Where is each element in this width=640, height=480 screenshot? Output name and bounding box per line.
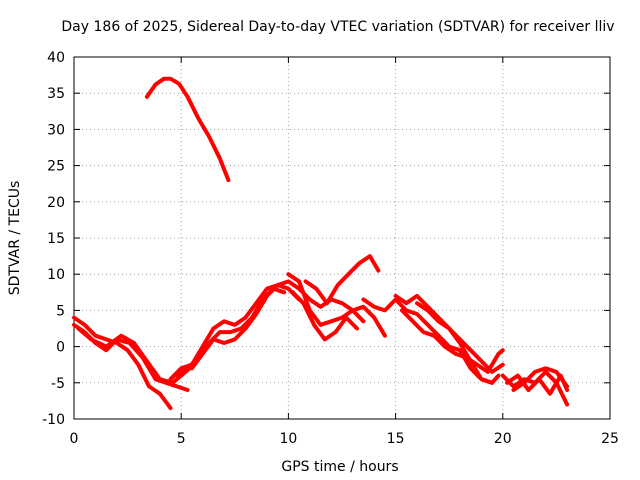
x-tick-label: 5	[177, 431, 186, 447]
y-tick-label: 30	[47, 122, 65, 138]
y-tick-label: 10	[47, 267, 65, 283]
y-tick-label: 35	[47, 86, 65, 102]
x-tick-label: 15	[387, 431, 405, 447]
series-line-sat-j	[290, 290, 359, 342]
series-line-sat-b	[72, 315, 173, 411]
x-tick-label: 10	[279, 431, 297, 447]
data-series	[72, 76, 570, 411]
series-line-sat-n	[400, 308, 505, 374]
grid	[74, 57, 610, 419]
chart-title: Day 186 of 2025, Sidereal Day-to-day VTE…	[61, 19, 614, 35]
axis-ticks: -10 -5 0 5 10 15 20 25 30 35 40 0 5 10 15 20 25	[42, 50, 619, 447]
y-tick-label: 15	[47, 231, 65, 247]
x-tick-label: 25	[601, 431, 619, 447]
series-line-sat-r	[511, 366, 570, 392]
series-line-sat-o	[415, 301, 505, 374]
y-tick-label: 5	[56, 303, 65, 319]
y-tick-label: 40	[47, 50, 65, 66]
y-tick-label: -5	[51, 376, 65, 392]
x-axis-label: GPS time / hours	[281, 459, 398, 475]
x-tick-label: 20	[494, 431, 512, 447]
series-line-sat-g	[189, 283, 280, 371]
y-tick-label: -10	[42, 412, 65, 428]
series-line-sat-i	[286, 272, 366, 327]
series-line-sat-l	[361, 297, 495, 385]
y-tick-label: 20	[47, 195, 65, 211]
series-line-sat-h	[275, 279, 387, 338]
series-line-sat-a	[144, 76, 231, 183]
series-line-sat-f	[174, 286, 287, 378]
series-line-sat-k	[303, 254, 381, 306]
y-tick-label: 25	[47, 159, 65, 175]
y-tick-label: 0	[56, 340, 65, 356]
series-line-sat-d	[76, 326, 197, 385]
x-tick-label: 0	[70, 431, 79, 447]
series-line-sat-p	[500, 369, 570, 407]
y-axis-label: SDTVAR / TECUs	[7, 181, 23, 296]
